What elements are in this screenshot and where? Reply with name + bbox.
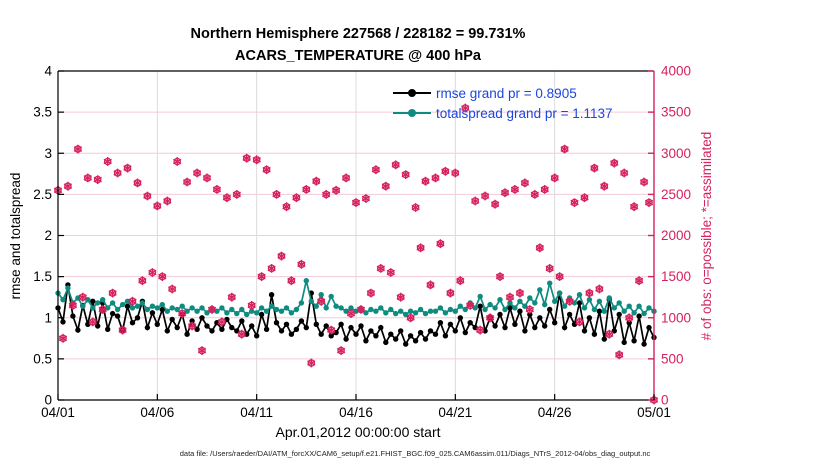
legend-rmse-label: rmse grand pr = 0.8905 bbox=[436, 85, 577, 101]
gridlines bbox=[58, 71, 654, 400]
right-axis-tick-label: 2000 bbox=[661, 228, 691, 243]
right-axis-ticks: 0 500 1000 1500 2000 2500 3000 3500 4000 bbox=[648, 64, 691, 408]
page-title: Northern Hemisphere 227568 / 228182 = 99… bbox=[190, 26, 526, 42]
x-axis-tick-label: 04/26 bbox=[538, 405, 572, 420]
x-axis-tick-label: 05/01 bbox=[637, 405, 671, 420]
right-axis-tick-label: 4000 bbox=[661, 64, 691, 79]
left-axis-tick-label: 3.5 bbox=[33, 105, 52, 120]
legend-totalspread-label: totalspread grand pr = 1.1137 bbox=[436, 105, 613, 121]
left-axis-tick-label: 3 bbox=[44, 146, 52, 161]
legend-item-rmse: rmse grand pr = 0.8905 bbox=[393, 83, 613, 103]
x-axis-tick-label: 04/01 bbox=[41, 405, 75, 420]
left-axis-tick-label: 2.5 bbox=[33, 187, 52, 202]
left-axis-tick-label: 4 bbox=[44, 64, 52, 79]
x-axis-tick-label: 04/16 bbox=[339, 405, 373, 420]
left-axis-tick-label: 1 bbox=[44, 310, 52, 325]
x-axis-label: Apr.01,2012 00:00:00 start bbox=[275, 424, 441, 440]
right-axis-tick-label: 2500 bbox=[661, 187, 691, 202]
right-axis-tick-label: 3000 bbox=[661, 146, 691, 161]
obs-count-markers bbox=[53, 103, 659, 405]
x-axis-tick-label: 04/21 bbox=[438, 405, 472, 420]
rmse-line-sample-icon bbox=[393, 88, 431, 97]
right-axis-tick-label: 1000 bbox=[661, 310, 691, 325]
legend: rmse grand pr = 0.8905 totalspread grand… bbox=[393, 83, 613, 123]
legend-item-totalspread: totalspread grand pr = 1.1137 bbox=[393, 103, 613, 123]
x-axis-tick-label: 04/06 bbox=[140, 405, 174, 420]
left-axis-tick-label: 0.5 bbox=[33, 351, 52, 366]
totalspread-line-sample-icon bbox=[393, 108, 431, 117]
data-file-caption: data file: /Users/raeder/DAI/ATM_forcXX/… bbox=[179, 449, 651, 458]
left-axis-ticks: 0 0.5 1 1.5 2 2.5 3 3.5 4 bbox=[33, 64, 64, 408]
left-axis-tick-label: 2 bbox=[44, 228, 52, 243]
totalspread-series bbox=[55, 278, 657, 318]
x-axis-ticks: 04/01 04/06 04/11 04/16 04/21 04/26 05/01 bbox=[41, 394, 671, 420]
right-axis-tick-label: 500 bbox=[661, 351, 684, 366]
page-subtitle: ACARS_TEMPERATURE @ 400 hPa bbox=[235, 48, 481, 64]
left-axis-label: rmse and totalspread bbox=[8, 172, 23, 300]
right-axis-tick-label: 0 bbox=[661, 393, 669, 408]
left-axis-tick-label: 1.5 bbox=[33, 269, 52, 284]
right-axis-label: # of obs: o=possible; *=assimilated bbox=[699, 131, 714, 341]
title-block: Northern Hemisphere 227568 / 228182 = 99… bbox=[0, 23, 716, 67]
left-axis-tick-label: 0 bbox=[44, 393, 52, 408]
right-axis-tick-label: 1500 bbox=[661, 269, 691, 284]
right-axis-tick-label: 3500 bbox=[661, 105, 691, 120]
x-axis-tick-label: 04/11 bbox=[240, 405, 273, 420]
